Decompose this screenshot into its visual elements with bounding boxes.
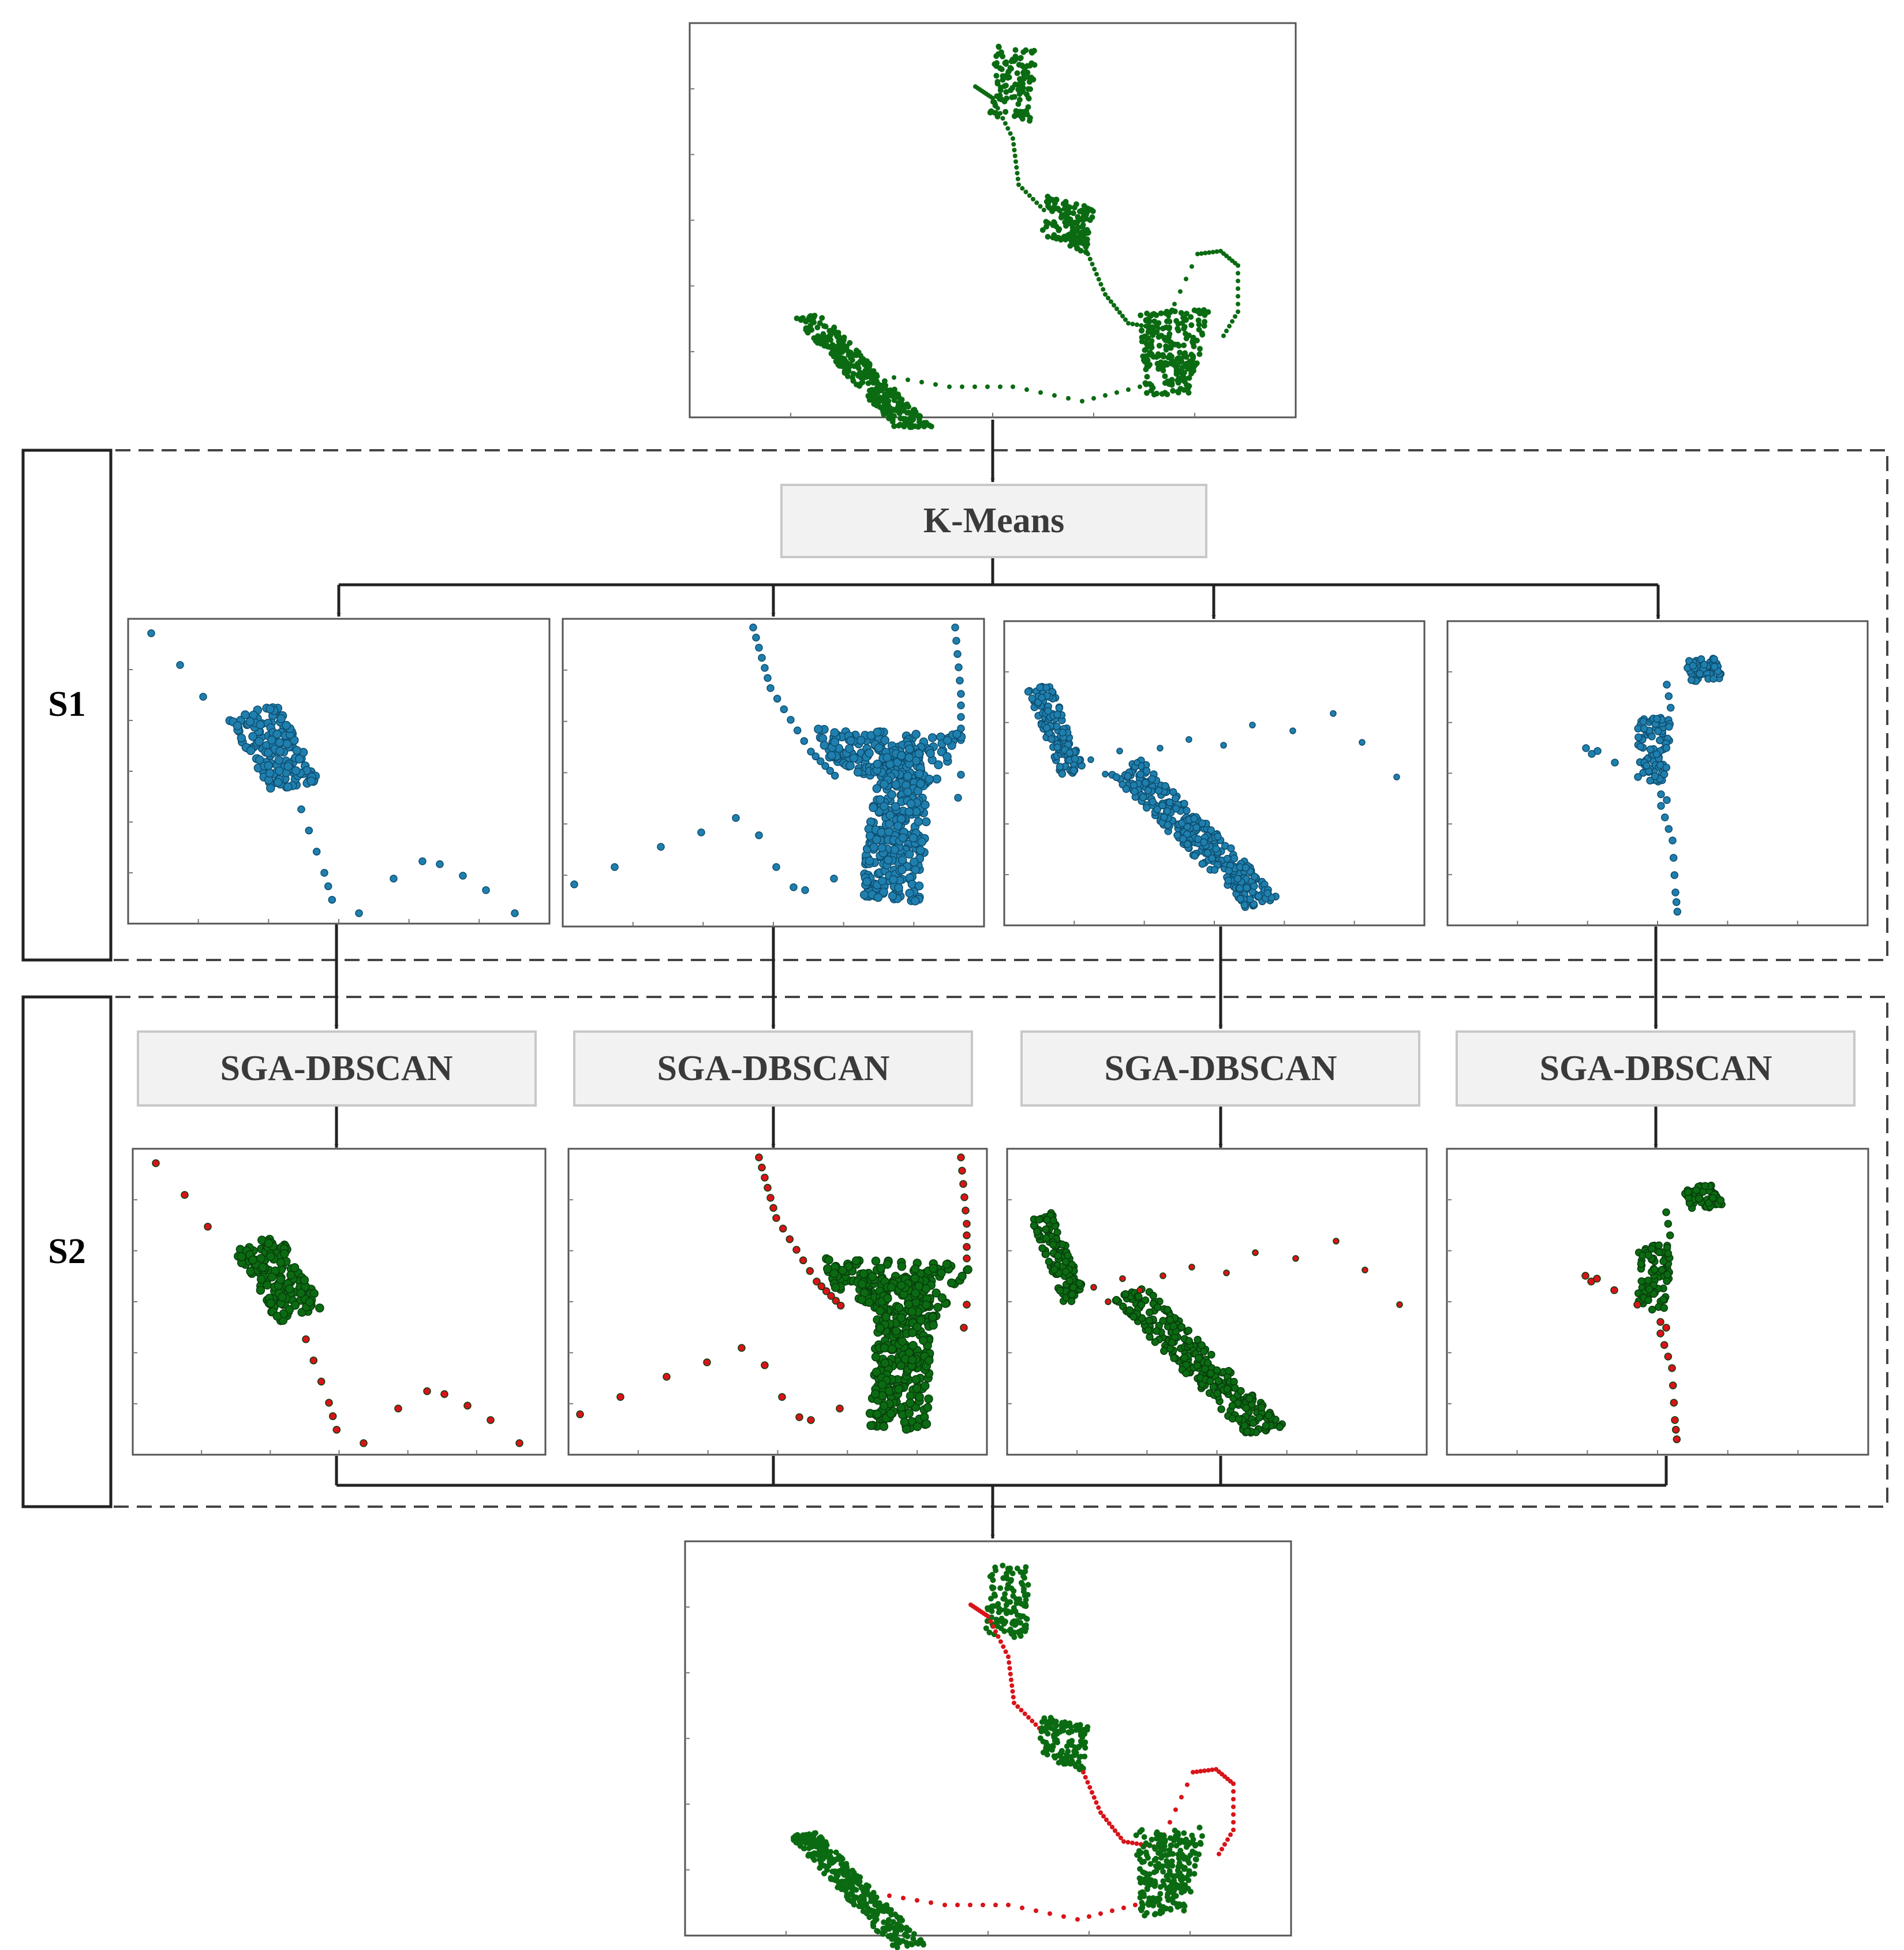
stage-s1: S1 (21, 449, 1888, 962)
sga-box-4: SGA-DBSCAN (1456, 1030, 1856, 1107)
sga-result-4-panel (1446, 1148, 1869, 1456)
scatter-panels (127, 22, 1869, 1950)
sga-label-3: SGA-DBSCAN (1104, 1049, 1337, 1088)
sga-label-2: SGA-DBSCAN (657, 1049, 889, 1088)
sga-result-1-panel (132, 1148, 547, 1456)
connectors (334, 420, 1668, 1539)
stage-s2: S2 (21, 995, 1888, 1508)
sga-box-3: SGA-DBSCAN (1020, 1030, 1420, 1107)
sga-label-4: SGA-DBSCAN (1539, 1049, 1772, 1088)
sga-label-1: SGA-DBSCAN (220, 1049, 452, 1088)
kmeans-cluster-4-panel (1446, 620, 1869, 927)
stage-s1-label-box (21, 449, 113, 962)
sga-box-1: SGA-DBSCAN (137, 1030, 537, 1107)
kmeans-label: K-Means (923, 501, 1065, 540)
output-clustering-panel (684, 1540, 1292, 1950)
sga-box-2: SGA-DBSCAN (573, 1030, 973, 1107)
kmeans-box: K-Means (780, 484, 1207, 558)
sga-result-3-panel (1006, 1148, 1428, 1456)
kmeans-cluster-1-panel (127, 618, 551, 925)
stage-s2-label-box (21, 995, 113, 1508)
input-trajectory-panel (689, 22, 1297, 431)
sga-result-2-panel (567, 1148, 988, 1456)
kmeans-cluster-3-panel (1003, 620, 1426, 927)
kmeans-cluster-2-panel (562, 618, 985, 928)
stage-s1-label: S1 (48, 685, 85, 724)
stage-s2-label: S2 (48, 1232, 85, 1271)
